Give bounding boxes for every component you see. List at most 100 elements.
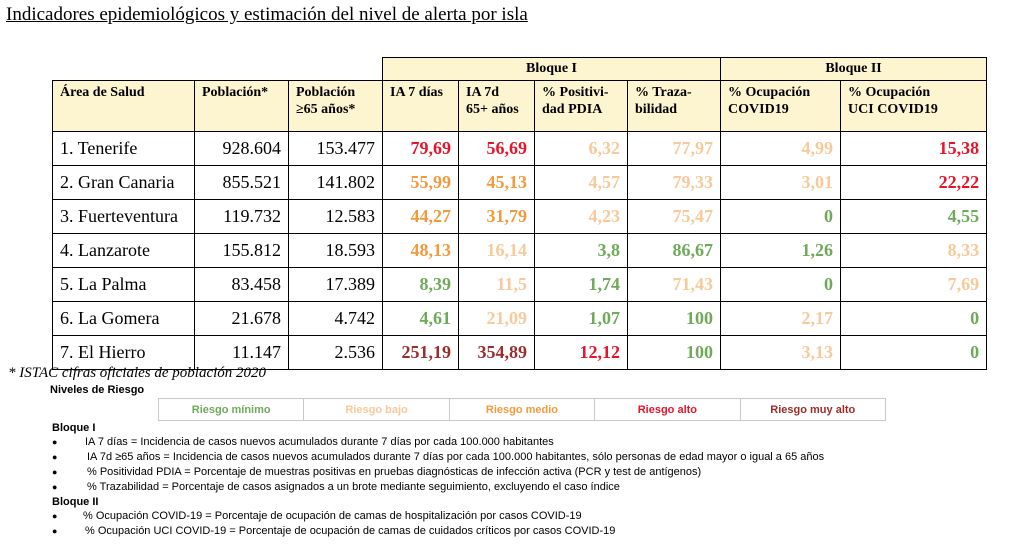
area-cell: 2. Gran Canaria [52,165,195,200]
ia7-65-cell: 56,69 [458,131,536,166]
legend-riesgo-alto: Riesgo alto [594,398,741,421]
poblacion-cell: 119.732 [194,199,289,234]
indicators-table: Bloque I Bloque II Área de Salud Poblaci… [52,57,988,370]
list-item: ● IA 7d ≥65 años = Incidencia de casos nu… [52,451,825,463]
header-area: Área de Salud [52,80,195,132]
ia7-cell: 55,99 [382,165,460,200]
positividad-cell: 12,12 [534,335,629,370]
bullet-icon: ● [52,437,58,447]
ocupacion-cell: 1,26 [720,233,842,268]
positividad-cell: 4,23 [534,199,629,234]
bullet-icon: ● [52,511,58,521]
poblacion-cell: 928.604 [194,131,289,166]
poblacion-65-cell: 17.389 [287,267,384,302]
trazabilidad-cell: 100 [627,335,722,370]
ocupacion-uci-cell: 22,22 [840,165,988,200]
risk-levels-legend: Riesgo mínimo Riesgo bajo Riesgo medio R… [157,398,887,421]
area-cell: 4. Lanzarote [52,233,195,268]
ocupacion-cell: 4,99 [720,131,842,166]
header-poblacion: Población* [194,80,289,132]
poblacion-65-cell: 12.583 [287,199,384,234]
poblacion-65-cell: 153.477 [287,131,384,166]
ia7-65-cell: 11,5 [458,267,536,302]
trazabilidad-cell: 71,43 [627,267,722,302]
poblacion-cell: 855.521 [194,165,289,200]
ia7-65-cell: 45,13 [458,165,536,200]
area-cell: 7. El Hierro [52,335,195,370]
ocupacion-uci-cell: 15,38 [840,131,988,166]
ia7-cell: 8,39 [382,267,460,302]
header-ocupacion: % Ocupación COVID19 [720,80,842,132]
poblacion-cell: 83.458 [194,267,289,302]
risk-levels-title: Niveles de Riesgo [50,384,145,396]
positividad-cell: 3,8 [534,233,629,268]
poblacion-cell: 21.678 [194,301,289,336]
header-trazabilidad: % Traza-bilidad [627,80,722,132]
ia7-65-cell: 16,14 [458,233,536,268]
bullet-icon: ● [52,452,58,462]
list-item: ●% Positividad PDIA = Porcentaje de mues… [52,466,702,478]
ia7-65-cell: 21,09 [458,301,536,336]
table-row: 7. El Hierro 11.147 2.536 251,19 354,89 … [52,335,988,370]
ocupacion-uci-cell: 7,69 [840,267,988,302]
ia7-65-cell: 354,89 [458,335,536,370]
ia7-65-cell: 31,79 [458,199,536,234]
ocupacion-cell: 0 [720,267,842,302]
header-ocupacion-uci: % Ocupación UCI COVID19 [840,80,988,132]
positividad-cell: 4,57 [534,165,629,200]
bullet-icon: ● [52,526,58,536]
table-row: 3. Fuerteventura 119.732 12.583 44,27 31… [52,199,988,234]
table-row: 5. La Palma 83.458 17.389 8,39 11,5 1,74… [52,267,988,302]
table-row: 1. Tenerife 928.604 153.477 79,69 56,69 … [52,131,988,166]
header-positividad: % Positivi-dad PDIA [534,80,629,132]
positividad-cell: 1,74 [534,267,629,302]
area-cell: 6. La Gomera [52,301,195,336]
header-ia7-65: IA 7d 65+ años [458,80,536,132]
poblacion-65-cell: 4.742 [287,301,384,336]
page-title: Indicadores epidemiológicos y estimación… [6,4,528,25]
header-poblacion-65: Población ≥65 años* [287,80,384,132]
ocupacion-uci-cell: 4,55 [840,199,988,234]
definitions: Bloque I ● IA 7 días = Incidencia de caso… [52,421,825,539]
block-blank-cell [52,57,384,81]
block-2-header: Bloque II [720,57,988,81]
definitions-block-1-title: Bloque I [52,422,96,434]
ocupacion-uci-cell: 0 [840,301,988,336]
trazabilidad-cell: 86,67 [627,233,722,268]
definitions-block-2-title: Bloque II [52,496,99,508]
list-item: ●% Ocupación COVID-19 = Porcentaje de oc… [52,510,582,522]
poblacion-65-cell: 141.802 [287,165,384,200]
poblacion-cell: 155.812 [194,233,289,268]
ocupacion-cell: 3,01 [720,165,842,200]
trazabilidad-cell: 75,47 [627,199,722,234]
positividad-cell: 6,32 [534,131,629,166]
legend-riesgo-minimo: Riesgo mínimo [157,398,305,421]
bullet-icon: ● [52,467,58,477]
trazabilidad-cell: 77,97 [627,131,722,166]
ia7-cell: 44,27 [382,199,460,234]
ocupacion-uci-cell: 0 [840,335,988,370]
column-header-row: Área de Salud Población* Población ≥65 añ… [52,80,988,132]
block-header-row: Bloque I Bloque II [52,57,988,81]
poblacion-cell: 11.147 [194,335,289,370]
list-item: ● IA 7 días = Incidencia de casos nuevos … [52,436,554,448]
header-ia7: IA 7 días [382,80,460,132]
ia7-cell: 48,13 [382,233,460,268]
legend-riesgo-muy-alto: Riesgo muy alto [739,398,887,421]
table-row: 6. La Gomera 21.678 4.742 4,61 21,09 1,0… [52,301,988,336]
ia7-cell: 4,61 [382,301,460,336]
area-cell: 3. Fuerteventura [52,199,195,234]
poblacion-65-cell: 18.593 [287,233,384,268]
list-item: ●% Trazabilidad = Porcentaje de casos as… [52,481,620,493]
positividad-cell: 1,07 [534,301,629,336]
ocupacion-cell: 0 [720,199,842,234]
list-item: ●% Ocupación UCI COVID-19 = Porcentaje d… [52,525,616,537]
table-row: 4. Lanzarote 155.812 18.593 48,13 16,14 … [52,233,988,268]
ocupacion-cell: 2,17 [720,301,842,336]
ocupacion-cell: 3,13 [720,335,842,370]
trazabilidad-cell: 79,33 [627,165,722,200]
ia7-cell: 79,69 [382,131,460,166]
population-footnote: * ISTAC cifras oficiales de población 20… [8,365,267,381]
poblacion-65-cell: 2.536 [287,335,384,370]
ia7-cell: 251,19 [382,335,460,370]
